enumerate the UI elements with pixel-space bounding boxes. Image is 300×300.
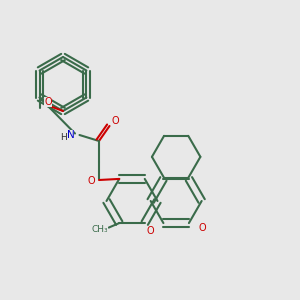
Text: H: H [60,134,66,142]
Text: N: N [67,130,74,140]
Text: CH₃: CH₃ [92,225,108,234]
Text: O: O [199,223,206,232]
Text: O: O [44,97,52,107]
Text: O: O [147,226,154,236]
Text: O: O [88,176,95,187]
Text: O: O [112,116,119,127]
